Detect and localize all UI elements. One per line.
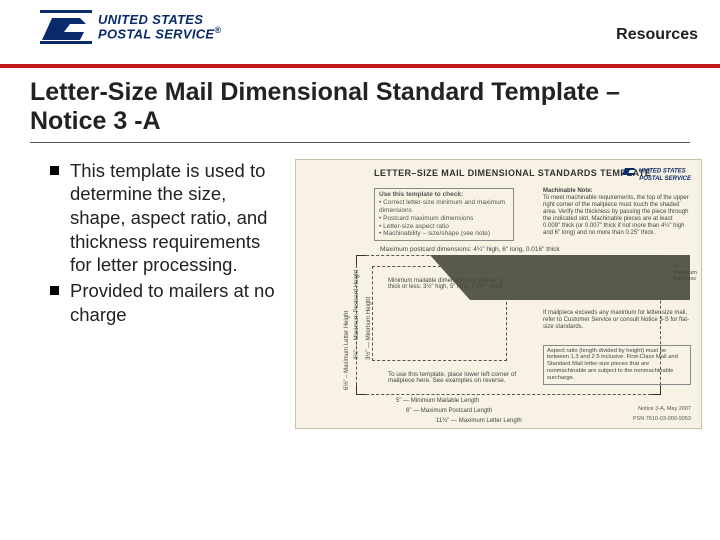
machbox-body: To meet machinable requirements, the top… (543, 195, 691, 236)
dim-label-max-letter-length: 11½" — Maximum Letter Length (436, 418, 522, 424)
machbox-head: Machinable Note: (543, 188, 691, 195)
corner-mark (651, 385, 661, 395)
mini-logo-line1: UNITED STATES (639, 168, 686, 174)
mini-logo-line2: POSTAL SERVICE (639, 176, 691, 182)
usebox-item: • Postcard maximum dimensions (379, 215, 509, 223)
section-label: Resources (616, 26, 698, 44)
dim-label-max-letter-height: 6⅛" – Maximum Letter Height (344, 310, 350, 389)
aspect-ratio-box: Aspect ratio (length divided by height) … (543, 345, 691, 386)
max-postcard-label: Maximum postcard dimensions: 4¼" high, 6… (380, 246, 560, 253)
logo-line1: UNITED STATES (98, 12, 203, 27)
bullet-item: This template is used to determine the s… (50, 159, 285, 277)
thickness-label: ¼" maximum thickness (673, 264, 703, 282)
machinable-note: Machinable Note: To meet machinable requ… (543, 188, 691, 237)
registered-mark: ® (214, 25, 221, 35)
figure-footnote-psn: PSN 7610-03-000-9053 (633, 416, 691, 422)
slide-title: Letter-Size Mail Dimensional Standard Te… (0, 68, 720, 142)
figure-mini-logo: UNITED STATES POSTAL SERVICE (621, 166, 691, 182)
logo-line2: POSTAL SERVICE (98, 27, 214, 42)
logo-text: UNITED STATES POSTAL SERVICE® (98, 13, 221, 42)
template-figure: LETTER–SIZE MAIL DIMENSIONAL STANDARDS T… (295, 159, 702, 429)
oversize-note: If mailpiece exceeds any maximum for let… (543, 310, 691, 332)
title-rule (30, 142, 690, 143)
min-mailable-label: Minimum mailable dimensions for pieces ¼… (388, 278, 518, 291)
usebox-head: Use this template to check: (379, 191, 509, 199)
bullet-list: This template is used to determine the s… (50, 159, 285, 429)
slide-header: UNITED STATES POSTAL SERVICE® Resources (0, 0, 720, 60)
place-corner-instruction: To use this template, place lower left c… (388, 372, 533, 386)
dim-label-max-postcard-length: 6" — Maximum Postcard Length (406, 408, 492, 414)
usebox-item: • Correct letter-size minimum and maximu… (379, 199, 509, 215)
mini-eagle-icon (621, 166, 637, 176)
corner-mark (356, 255, 366, 265)
eagle-icon (40, 10, 92, 44)
usebox-item: • Machinability – size/shape (see note) (379, 230, 509, 238)
figure-footnote-date: Notice 3-A, May 2007 (638, 406, 691, 412)
dim-label-max-postcard-height: 4¼" — Maximum Postcard Height (354, 269, 360, 359)
dim-label-min-length: 5" — Minimum Mailable Length (396, 398, 479, 404)
figure-title: LETTER–SIZE MAIL DIMENSIONAL STANDARDS T… (374, 168, 651, 178)
corner-mark (356, 385, 366, 395)
use-this-template-box: Use this template to check: • Correct le… (374, 188, 514, 242)
usps-logo: UNITED STATES POSTAL SERVICE® (40, 10, 698, 44)
dim-label-min-height: 3½" — Minimum Height (366, 296, 372, 359)
usebox-item: • Letter-size aspect ratio (379, 223, 509, 231)
bullet-item: Provided to mailers at no charge (50, 279, 285, 326)
content-row: This template is used to determine the s… (0, 155, 720, 429)
